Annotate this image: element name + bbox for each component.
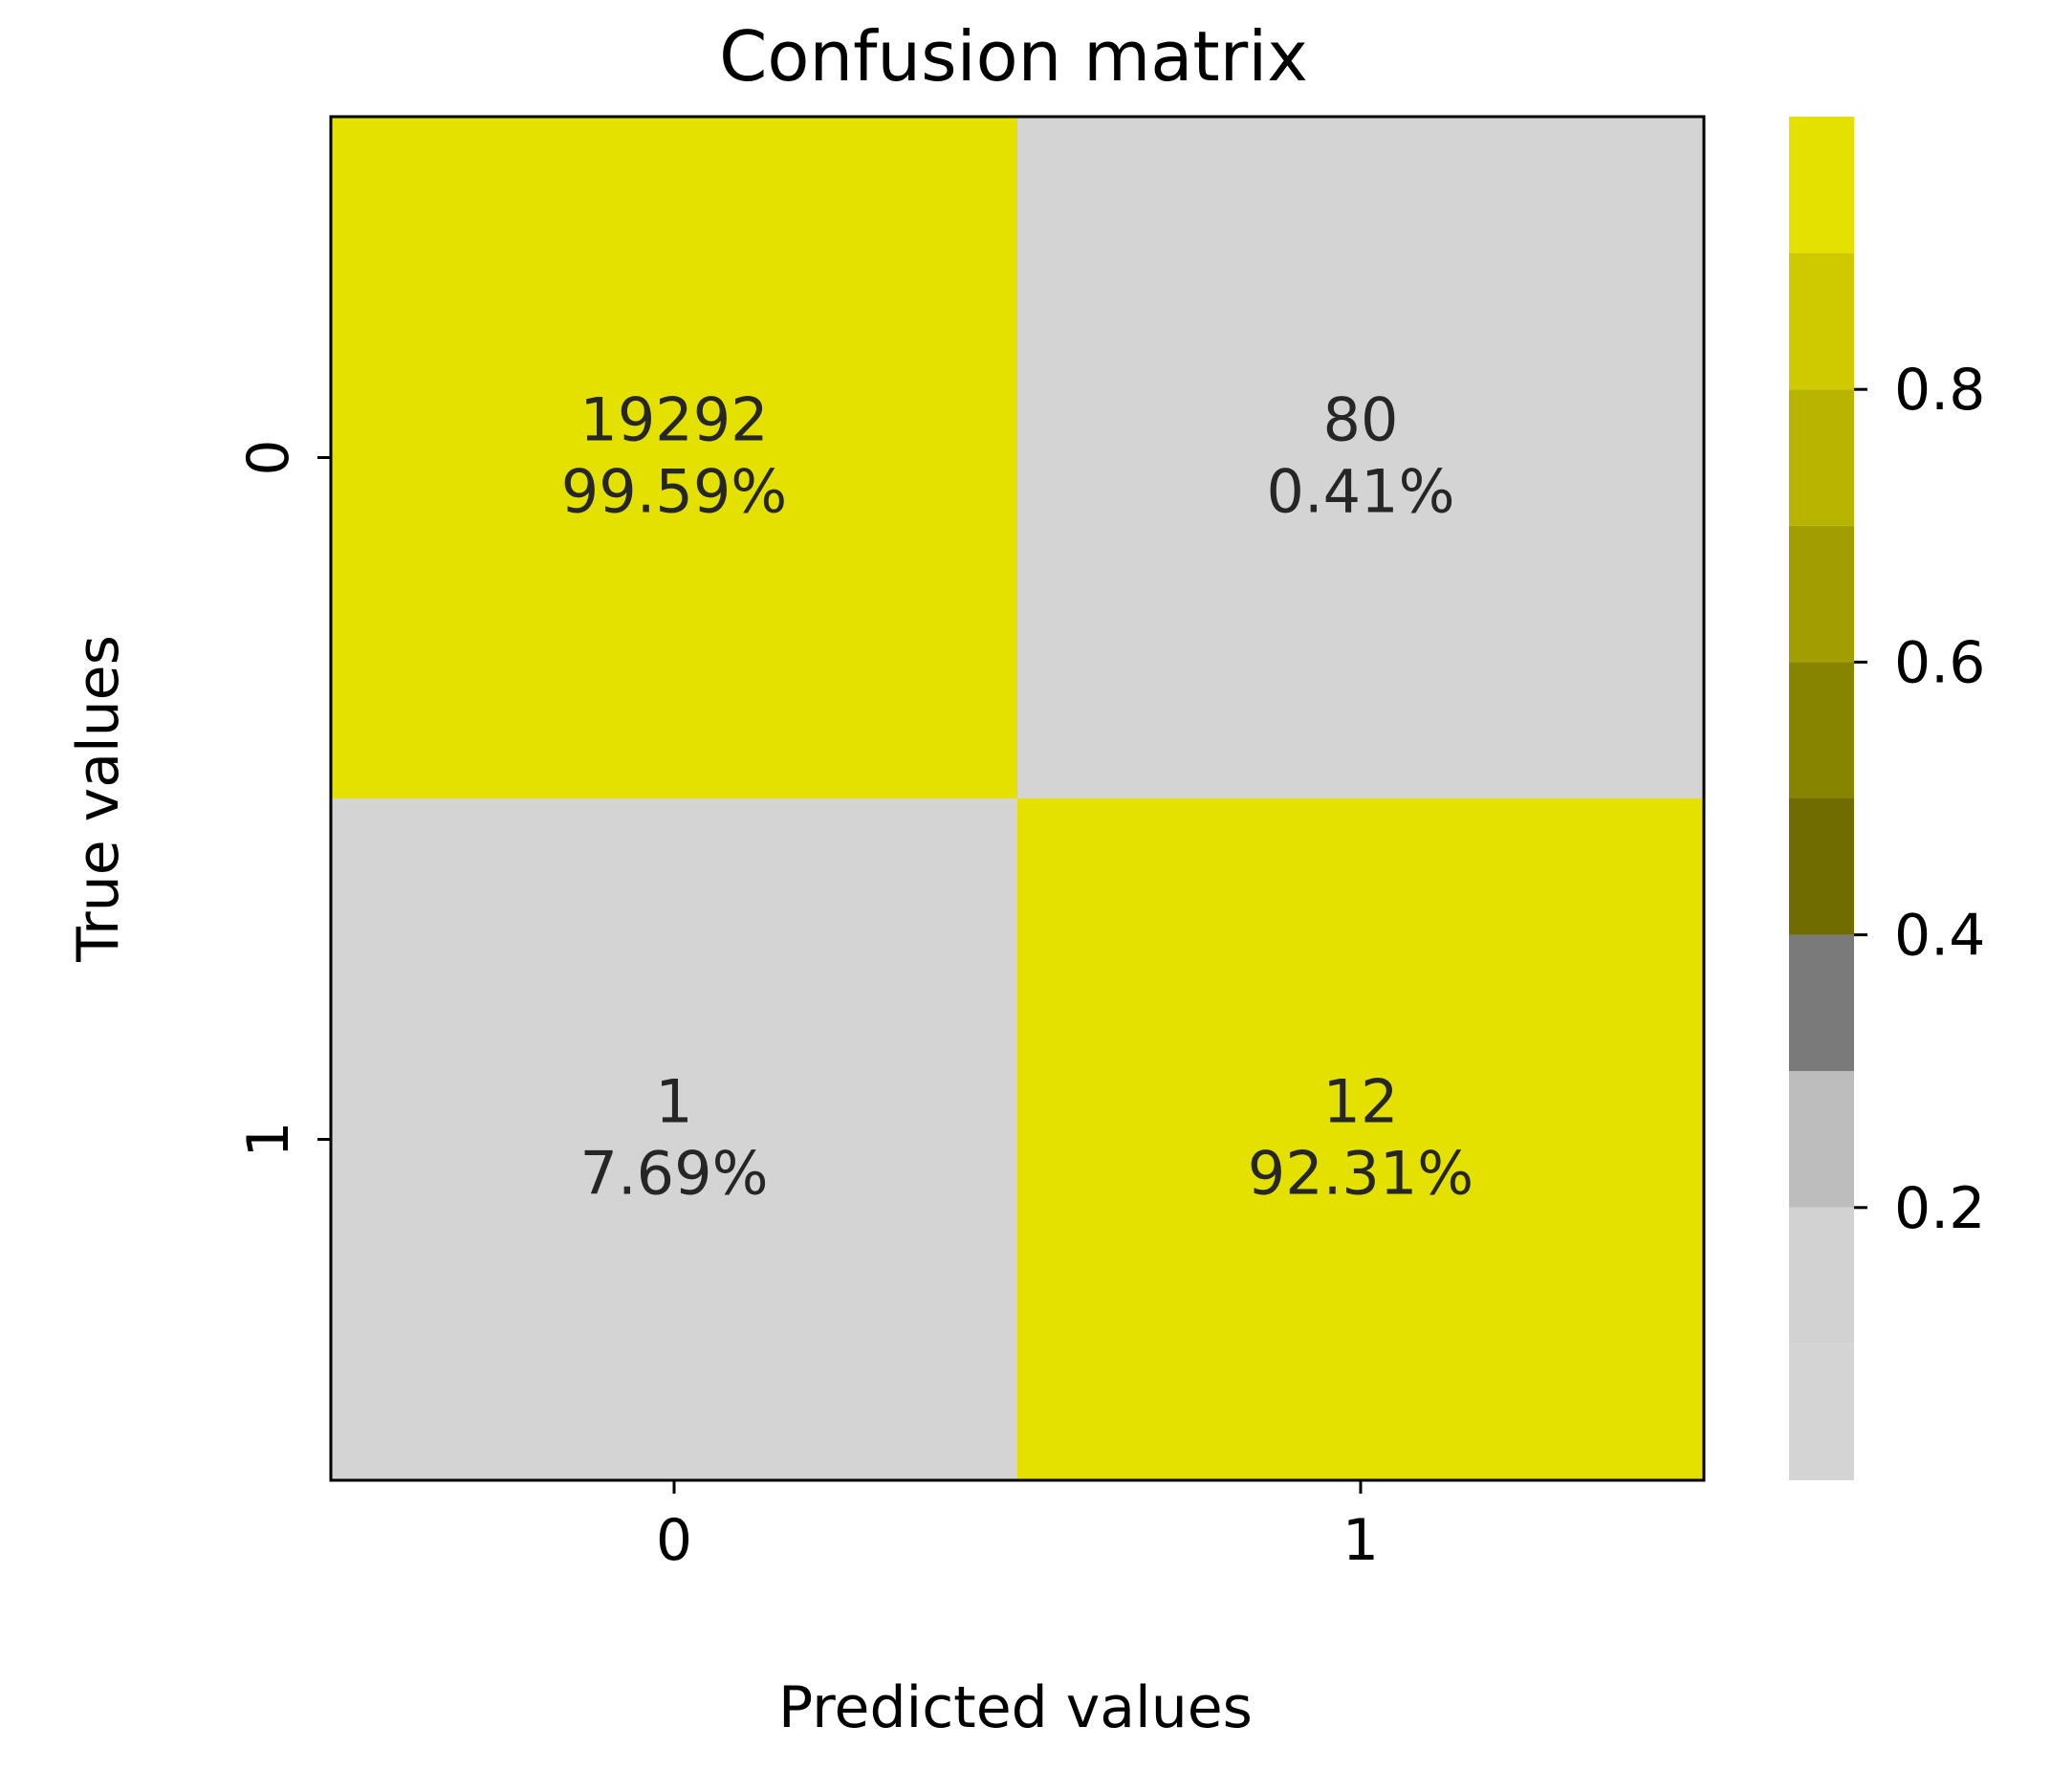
matrix-cell bbox=[331, 117, 1017, 798]
colorbar-band bbox=[1789, 525, 1854, 663]
cell-percent-label: 99.59% bbox=[561, 457, 787, 527]
colorbar: 0.2 0.4 0.6 0.8 bbox=[1789, 117, 1985, 1480]
x-tick-label: 0 bbox=[656, 1507, 692, 1574]
colorbar-band bbox=[1789, 798, 1854, 935]
colorbar-band bbox=[1789, 1207, 1854, 1344]
cell-count-label: 80 bbox=[1323, 385, 1399, 455]
matrix-cell bbox=[331, 798, 1017, 1480]
cell-count-label: 12 bbox=[1323, 1067, 1399, 1137]
colorbar-band bbox=[1789, 662, 1854, 798]
colorbar-band bbox=[1789, 1071, 1854, 1208]
cell-percent-label: 0.41% bbox=[1267, 457, 1455, 527]
colorbar-band bbox=[1789, 1344, 1854, 1480]
cell-count-label: 1 bbox=[655, 1067, 692, 1137]
plot-frame bbox=[329, 115, 1706, 1482]
y-axis-label: True values bbox=[65, 635, 132, 963]
y-tick-label: 0 bbox=[235, 439, 302, 475]
x-tick-label: 1 bbox=[1342, 1507, 1379, 1574]
colorbar-tick-label: 0.6 bbox=[1894, 629, 1985, 696]
colorbar-band bbox=[1789, 252, 1854, 390]
colorbar-band bbox=[1789, 934, 1854, 1072]
chart-title: Confusion matrix bbox=[719, 16, 1308, 97]
matrix-cell bbox=[1017, 798, 1704, 1480]
colorbar-tick-label: 0.8 bbox=[1894, 357, 1985, 424]
cell-percent-label: 7.69% bbox=[580, 1139, 769, 1209]
x-axis-label: Predicted values bbox=[778, 1674, 1253, 1741]
y-tick-label: 1 bbox=[235, 1121, 302, 1157]
cell-count-label: 19292 bbox=[579, 385, 768, 455]
colorbar-band bbox=[1789, 389, 1854, 526]
colorbar-band bbox=[1789, 117, 1854, 253]
cell-percent-label: 92.31% bbox=[1248, 1139, 1473, 1209]
colorbar-tick-label: 0.2 bbox=[1894, 1175, 1985, 1242]
matrix-cell bbox=[1017, 117, 1704, 798]
colorbar-tick-label: 0.4 bbox=[1894, 903, 1985, 970]
y-axis-ticks: 01 bbox=[235, 439, 331, 1158]
